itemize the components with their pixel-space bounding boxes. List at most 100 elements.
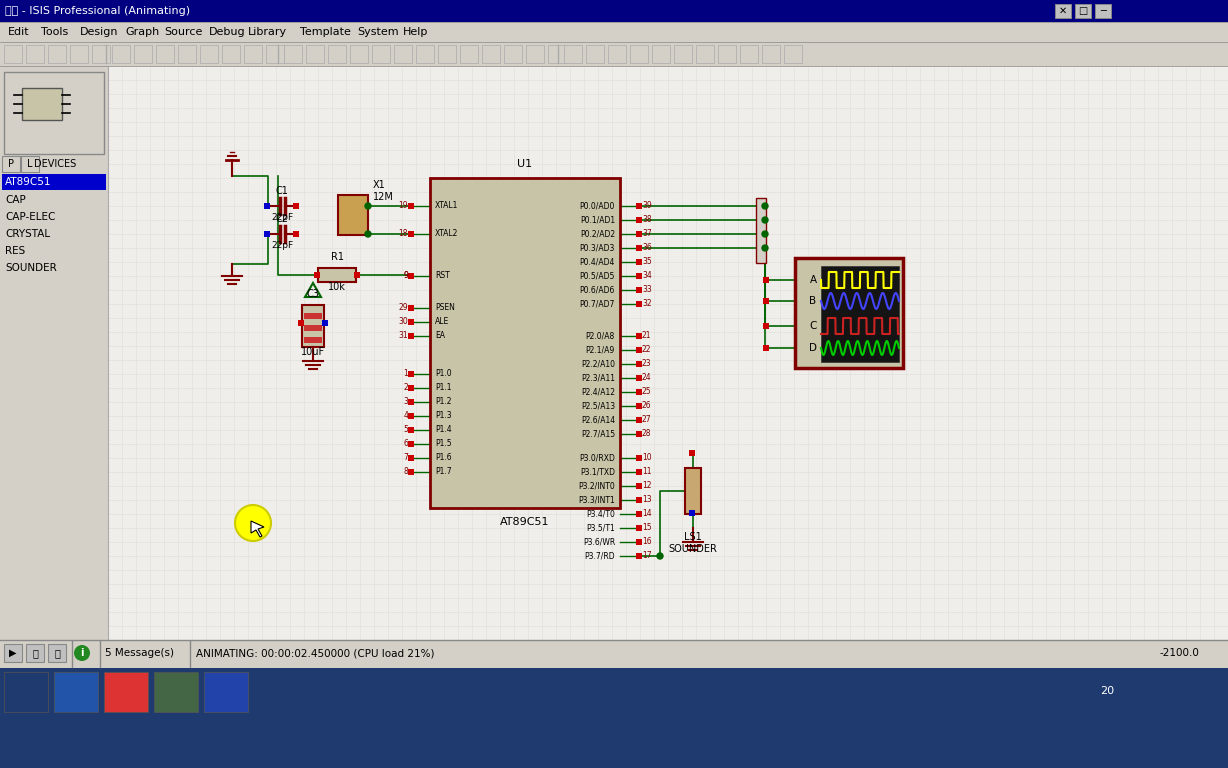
Text: SOUNDER: SOUNDER	[668, 544, 717, 554]
Text: P2.3/A11: P2.3/A11	[581, 373, 615, 382]
Bar	[636, 301, 642, 307]
Text: 4: 4	[403, 412, 408, 421]
Bar	[526, 45, 544, 63]
Bar	[636, 217, 642, 223]
Text: PSEN: PSEN	[435, 303, 454, 313]
Text: P2.6/A14: P2.6/A14	[581, 415, 615, 425]
Bar	[305, 337, 322, 343]
Bar	[408, 427, 414, 433]
Bar	[354, 272, 360, 278]
Bar	[416, 45, 433, 63]
Bar	[763, 323, 769, 329]
Text: 23: 23	[642, 359, 652, 369]
Bar	[763, 298, 769, 304]
Bar	[48, 45, 66, 63]
Text: D: D	[809, 343, 817, 353]
Bar	[636, 347, 642, 353]
Text: SOUNDER: SOUNDER	[5, 263, 56, 273]
Text: P2.0/A8: P2.0/A8	[586, 332, 615, 340]
Text: 36: 36	[642, 243, 652, 253]
Bar	[548, 45, 566, 63]
Text: 9: 9	[403, 272, 408, 280]
Bar	[298, 320, 305, 326]
Bar	[740, 45, 758, 63]
Text: XTAL1: XTAL1	[435, 201, 458, 210]
Bar	[26, 45, 44, 63]
Bar	[4, 72, 104, 154]
Bar	[1055, 4, 1071, 18]
Text: P: P	[9, 159, 14, 169]
Text: P0.5/AD5: P0.5/AD5	[580, 272, 615, 280]
Text: AT89C51: AT89C51	[5, 177, 52, 187]
Text: P3.6/WR: P3.6/WR	[583, 538, 615, 547]
Bar	[408, 231, 414, 237]
Text: ⏸: ⏸	[32, 648, 38, 658]
Text: 15: 15	[642, 524, 652, 532]
Text: P0.3/AD3: P0.3/AD3	[580, 243, 615, 253]
Bar	[0, 668, 1228, 768]
Bar	[763, 277, 769, 283]
Bar	[408, 333, 414, 339]
Text: Library: Library	[248, 27, 287, 37]
Text: XTAL2: XTAL2	[435, 230, 458, 239]
Text: -2100.0: -2100.0	[1160, 648, 1200, 658]
Bar	[134, 45, 152, 63]
Circle shape	[763, 203, 768, 209]
Bar	[763, 345, 769, 351]
Bar	[636, 417, 642, 423]
Bar	[314, 272, 321, 278]
Bar	[636, 403, 642, 409]
Bar	[293, 203, 298, 209]
Bar	[264, 231, 270, 237]
Bar	[636, 389, 642, 395]
Bar	[0, 640, 1228, 668]
Bar	[0, 22, 1228, 42]
Bar	[430, 178, 620, 508]
Text: 22pF: 22pF	[271, 213, 293, 222]
Text: P1.3: P1.3	[435, 412, 452, 421]
Bar	[372, 45, 391, 63]
Circle shape	[657, 553, 663, 559]
Text: 11: 11	[642, 468, 652, 476]
Bar	[21, 156, 39, 172]
Text: Help: Help	[403, 27, 427, 37]
Bar	[636, 483, 642, 489]
Bar	[22, 88, 61, 120]
Text: 20: 20	[1100, 686, 1114, 696]
Text: 6: 6	[403, 439, 408, 449]
Text: Edit: Edit	[9, 27, 29, 37]
Text: Source: Source	[165, 27, 203, 37]
Text: CAP-ELEC: CAP-ELEC	[5, 212, 55, 222]
Text: 10: 10	[642, 453, 652, 462]
Text: 33: 33	[642, 286, 652, 294]
Bar	[305, 313, 322, 319]
Text: Design: Design	[80, 27, 118, 37]
Text: 25: 25	[642, 388, 652, 396]
Text: CAP: CAP	[5, 195, 26, 205]
Bar	[0, 42, 1228, 66]
Text: 1: 1	[403, 369, 408, 379]
Text: P1.5: P1.5	[435, 439, 452, 449]
Text: Tools: Tools	[41, 27, 68, 37]
Bar	[783, 45, 802, 63]
Bar	[104, 672, 149, 712]
Bar	[483, 45, 500, 63]
Bar	[92, 45, 111, 63]
Text: C: C	[809, 321, 817, 331]
Text: 8: 8	[403, 468, 408, 476]
Bar	[636, 511, 642, 517]
Text: P1.0: P1.0	[435, 369, 452, 379]
Text: 5 Message(s): 5 Message(s)	[106, 648, 174, 658]
Text: ▶: ▶	[10, 648, 17, 658]
Bar	[689, 450, 695, 456]
Text: □: □	[1078, 6, 1088, 16]
Text: P1.7: P1.7	[435, 468, 452, 476]
Bar	[408, 455, 414, 461]
Bar	[408, 441, 414, 447]
Text: ─: ─	[1100, 6, 1106, 16]
Bar	[460, 45, 478, 63]
Text: 24: 24	[642, 373, 652, 382]
Circle shape	[365, 203, 371, 209]
Text: L: L	[27, 159, 33, 169]
Text: 12M: 12M	[373, 192, 394, 202]
